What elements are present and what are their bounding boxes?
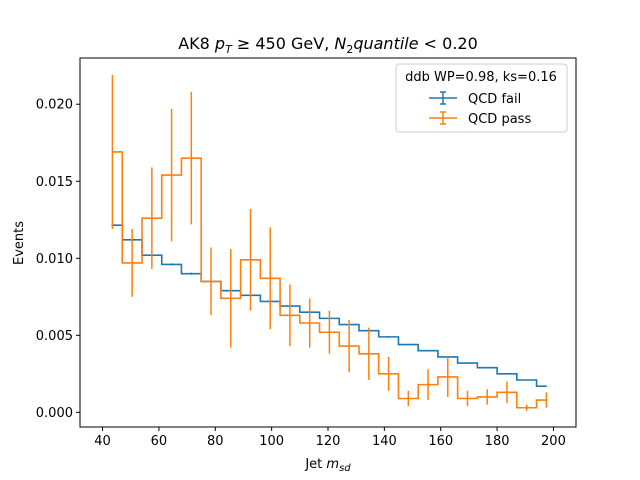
y-axis-label: Events: [12, 221, 27, 265]
y-tick-label: 0.000: [36, 406, 73, 421]
chart-title: AK8 pT ≥ 450 GeV, N2quantile < 0.20: [178, 34, 478, 56]
x-tick-label: 60: [151, 434, 168, 449]
x-axis-ticks: 40 60 80 100 120 140 160 180 200: [94, 427, 566, 449]
y-tick-label: 0.020: [36, 98, 73, 113]
y-tick-label: 0.010: [36, 252, 73, 267]
y-axis-ticks: 0.000 0.005 0.010 0.015 0.020: [36, 98, 80, 421]
legend: ddb WP=0.98, ks=0.16 QCD fail QCD pass: [395, 63, 568, 133]
x-tick-label: 40: [94, 434, 111, 449]
plot-frame: [79, 57, 577, 428]
series-qcd-pass: [111, 74, 548, 411]
legend-label-qcd-pass: QCD pass: [468, 112, 531, 127]
x-tick-label: 100: [259, 434, 284, 449]
legend-entry-qcd-pass: QCD pass: [429, 111, 531, 127]
legend-entry-qcd-fail: QCD fail: [429, 91, 521, 107]
x-tick-label: 140: [372, 434, 397, 449]
x-tick-label: 160: [428, 434, 453, 449]
x-tick-label: 120: [316, 434, 341, 449]
x-tick-label: 200: [541, 434, 566, 449]
x-tick-label: 80: [207, 434, 224, 449]
legend-title: ddb WP=0.98, ks=0.16: [405, 70, 557, 85]
legend-frame: [395, 63, 568, 133]
legend-label-qcd-fail: QCD fail: [468, 92, 521, 107]
y-tick-label: 0.005: [36, 329, 73, 344]
plot-area: [111, 74, 548, 411]
x-axis-label: Jet msd: [304, 457, 351, 474]
y-tick-label: 0.015: [36, 175, 73, 190]
x-tick-label: 180: [485, 434, 510, 449]
